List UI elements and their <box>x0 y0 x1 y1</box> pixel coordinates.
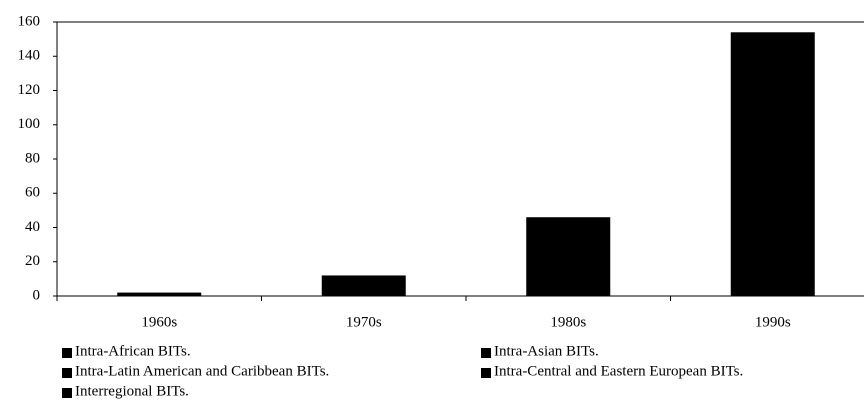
y-tick-label: 60 <box>25 185 40 201</box>
legend-swatch <box>62 368 72 378</box>
legend-label: Intra-African BITs. <box>75 343 191 359</box>
y-tick-label: 120 <box>18 82 41 98</box>
y-tick-label: 140 <box>18 48 41 64</box>
bar <box>117 292 202 296</box>
y-tick-label: 100 <box>18 116 41 132</box>
x-tick-label: 1980s <box>550 314 586 330</box>
legend-swatch <box>481 368 491 378</box>
legend-swatch <box>62 388 72 398</box>
legend-swatch <box>481 348 491 358</box>
bar <box>321 275 406 296</box>
y-tick-label: 0 <box>33 287 41 303</box>
y-tick-label: 160 <box>18 13 41 29</box>
bar <box>730 32 815 297</box>
legend-label: Intra-Asian BITs. <box>494 343 599 359</box>
y-tick-label: 20 <box>25 253 40 269</box>
legend-label: Intra-Latin American and Caribbean BITs. <box>75 363 329 379</box>
y-tick-label: 80 <box>25 150 40 166</box>
legend-label: Interregional BITs. <box>75 383 189 399</box>
x-tick-label: 1960s <box>141 314 177 330</box>
legend-label: Intra-Central and Eastern European BITs. <box>494 363 743 379</box>
x-tick-label: 1970s <box>346 314 382 330</box>
y-tick-label: 40 <box>25 219 40 235</box>
x-tick-label: 1990s <box>755 314 791 330</box>
legend-swatch <box>62 348 72 358</box>
bar <box>526 217 611 296</box>
